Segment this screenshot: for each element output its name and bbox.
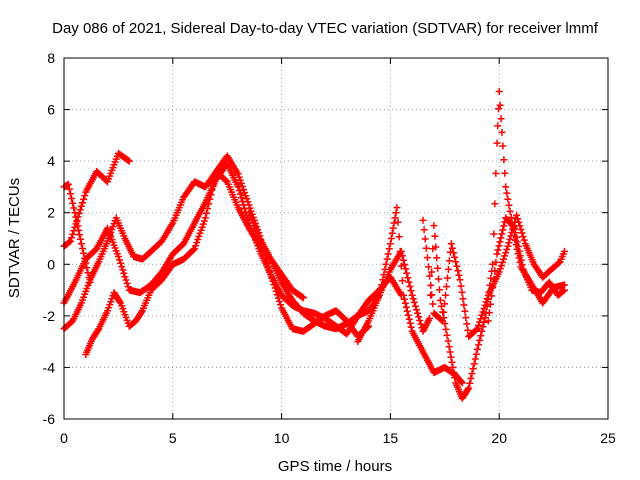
axis-ticks — [63, 57, 609, 420]
x-tick-label: 5 — [169, 430, 177, 446]
y-tick-label: 8 — [47, 50, 55, 66]
y-tick-label: -2 — [43, 308, 56, 324]
trace-8 — [419, 211, 568, 340]
chart-title: Day 086 of 2021, Sidereal Day-to-day VTE… — [52, 20, 599, 37]
x-tick-label: 0 — [60, 430, 68, 446]
y-tick-label: 2 — [47, 205, 55, 221]
x-tick-label: 15 — [383, 430, 399, 446]
plot-frame — [63, 57, 609, 420]
y-tick-label: 6 — [47, 102, 55, 118]
trace-4 — [245, 204, 466, 387]
y-axis-label: SDTVAR / TECUs — [6, 178, 23, 298]
y-tick-label: 4 — [47, 153, 55, 169]
grid — [64, 58, 608, 419]
x-tick-label: 20 — [491, 430, 507, 446]
x-tick-label: 25 — [600, 430, 616, 446]
trace-3 — [82, 168, 307, 358]
data-series — [60, 88, 568, 402]
trace-5 — [354, 88, 568, 402]
y-tick-label: 0 — [47, 256, 55, 272]
y-tick-label: -4 — [43, 359, 56, 375]
x-tick-label: 10 — [274, 430, 290, 446]
y-tick-label: -6 — [43, 411, 56, 427]
trace-9 — [484, 214, 568, 325]
x-axis-label: GPS time / hours — [278, 458, 392, 475]
